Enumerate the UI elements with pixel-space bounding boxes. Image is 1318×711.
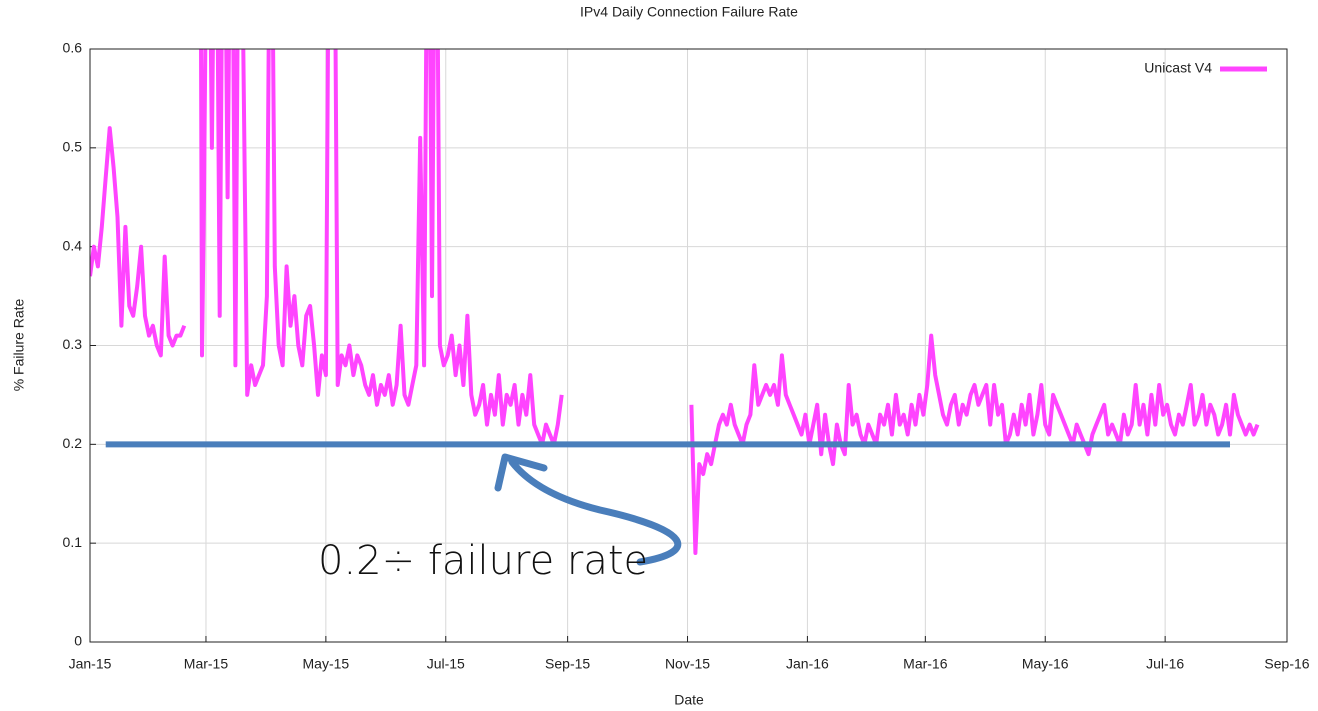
annotation-arrow	[508, 458, 682, 566]
y-tick-label: 0.5	[63, 139, 83, 155]
x-tick-label: Jul-15	[427, 656, 465, 672]
x-tick-label: Sep-16	[1264, 656, 1309, 672]
x-tick-label: Sep-15	[545, 656, 590, 672]
y-tick-label: 0	[74, 633, 82, 649]
legend-label: Unicast V4	[1144, 60, 1212, 76]
x-tick-label: May-15	[303, 656, 350, 672]
x-axis-label: Date	[674, 692, 704, 708]
annotation: 0.2÷ failure rate	[318, 538, 648, 584]
y-tick-label: 0.2	[63, 435, 83, 451]
annotation-arrowhead	[494, 453, 548, 492]
x-tick-label: Jul-16	[1146, 656, 1184, 672]
y-axis-label: % Failure Rate	[11, 298, 27, 391]
x-tick-label: May-16	[1022, 656, 1069, 672]
x-tick-label: Mar-16	[903, 656, 948, 672]
data-line	[90, 49, 1260, 555]
chart-title: IPv4 Daily Connection Failure Rate	[580, 4, 798, 20]
plot-frame	[89, 48, 1288, 643]
y-tick-label: 0.3	[63, 336, 83, 352]
x-tick-label: Jan-15	[69, 656, 112, 672]
x-tick-label: Mar-15	[184, 656, 229, 672]
y-tick-label: 0.6	[63, 40, 83, 56]
y-tick-label: 0.1	[63, 534, 83, 550]
y-tick-label: 0.4	[63, 237, 83, 253]
plot-area: 0 0.1 0.2 0.3 0.4 0.5 0.6 Jan-15 Mar-15 May-15 Jul…	[63, 40, 1310, 672]
x-tick-label: Nov-15	[665, 656, 710, 672]
x-tick-label: Jan-16	[786, 656, 829, 672]
